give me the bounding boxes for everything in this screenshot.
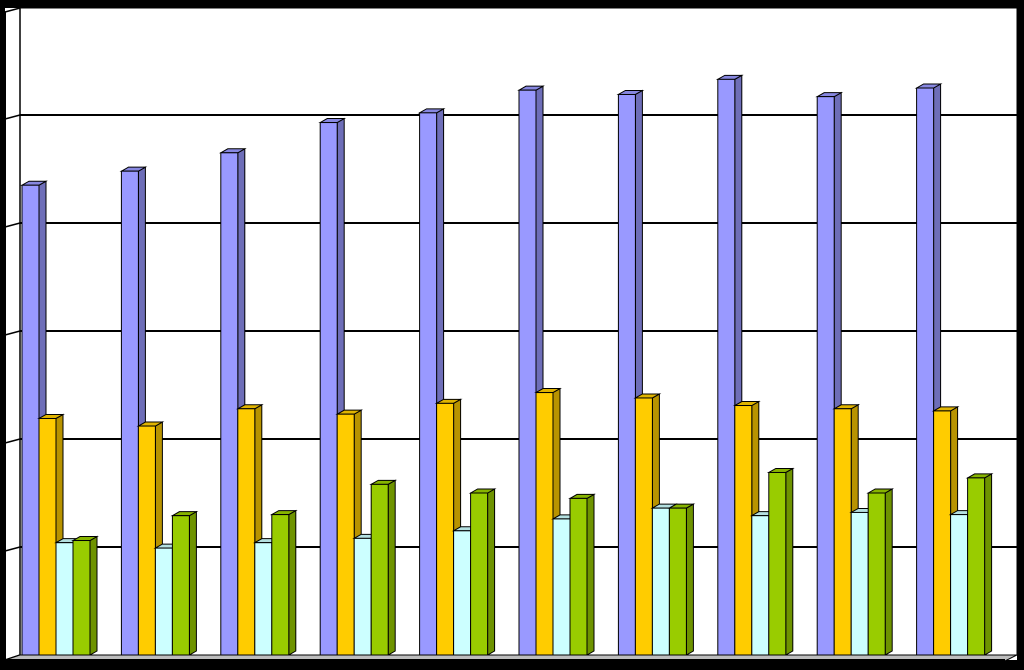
- bar: [170, 510, 199, 656]
- bar-front: [816, 96, 835, 656]
- bar-front: [734, 405, 753, 656]
- bar-front: [668, 507, 687, 656]
- y-axis: [0, 10, 6, 660]
- bar: [568, 493, 596, 656]
- floor: [4, 654, 1018, 665]
- bar: [269, 509, 298, 656]
- bar-side: [884, 488, 893, 656]
- bar-group: [616, 89, 696, 656]
- bar-front: [867, 492, 886, 656]
- bar: [965, 473, 994, 656]
- bar-front: [336, 413, 355, 656]
- bar-side: [188, 510, 197, 656]
- bar: [766, 467, 795, 656]
- bar-front: [933, 410, 952, 656]
- bar-front: [72, 540, 91, 656]
- bar-front: [237, 408, 256, 656]
- bar-front: [120, 170, 139, 656]
- bar-front: [651, 507, 670, 656]
- bar-front: [916, 87, 935, 656]
- gridline-side: [4, 222, 21, 228]
- bar-group: [815, 91, 895, 656]
- bar-front: [419, 112, 438, 656]
- bar-front: [254, 542, 273, 656]
- bar-group: [318, 117, 398, 656]
- bar: [369, 479, 398, 656]
- bar-side: [387, 479, 396, 656]
- bar-front: [552, 518, 571, 656]
- bar-front: [950, 514, 969, 656]
- bar-front: [353, 537, 372, 656]
- bar-front: [436, 402, 455, 656]
- bar-front: [569, 497, 588, 656]
- gridline-side: [4, 438, 21, 444]
- bar-front: [55, 542, 74, 656]
- bar-front: [319, 122, 338, 656]
- bar-side: [685, 503, 694, 656]
- bar-front: [154, 547, 173, 656]
- bar-group: [914, 83, 994, 656]
- bar-front: [717, 78, 736, 656]
- bar-group: [119, 166, 199, 656]
- bar-front: [271, 514, 290, 656]
- bar-side: [89, 535, 98, 656]
- bar-front: [617, 93, 636, 656]
- bar-front: [850, 511, 869, 656]
- bar-front: [470, 492, 489, 656]
- bar-front: [751, 515, 770, 656]
- bar-front: [220, 152, 239, 656]
- bar: [71, 535, 99, 656]
- bar-side: [785, 467, 794, 656]
- bar-side: [586, 493, 595, 656]
- bar-front: [634, 397, 653, 656]
- bar-front: [137, 425, 156, 656]
- bar-front: [768, 471, 787, 656]
- bar-front: [967, 477, 986, 656]
- gridline-side: [4, 114, 21, 120]
- gridline-side: [4, 546, 21, 552]
- bar: [468, 488, 497, 656]
- bar-front: [453, 530, 472, 656]
- bar: [815, 91, 844, 656]
- bar-group: [218, 147, 298, 656]
- bar: [866, 488, 895, 656]
- bar-front: [21, 184, 40, 656]
- bar-side: [288, 509, 297, 656]
- bar-front: [171, 515, 190, 656]
- bar-group: [20, 180, 99, 656]
- bar-front: [833, 408, 852, 656]
- bars: [20, 74, 994, 656]
- bar-side: [984, 473, 993, 656]
- bar-front: [518, 89, 537, 656]
- bar-front: [38, 417, 57, 656]
- bar-front: [370, 483, 389, 656]
- bar: [667, 503, 696, 656]
- bar-group: [517, 85, 596, 656]
- gridline-side: [4, 330, 21, 336]
- bar-side: [487, 488, 496, 656]
- bar-front: [535, 392, 554, 656]
